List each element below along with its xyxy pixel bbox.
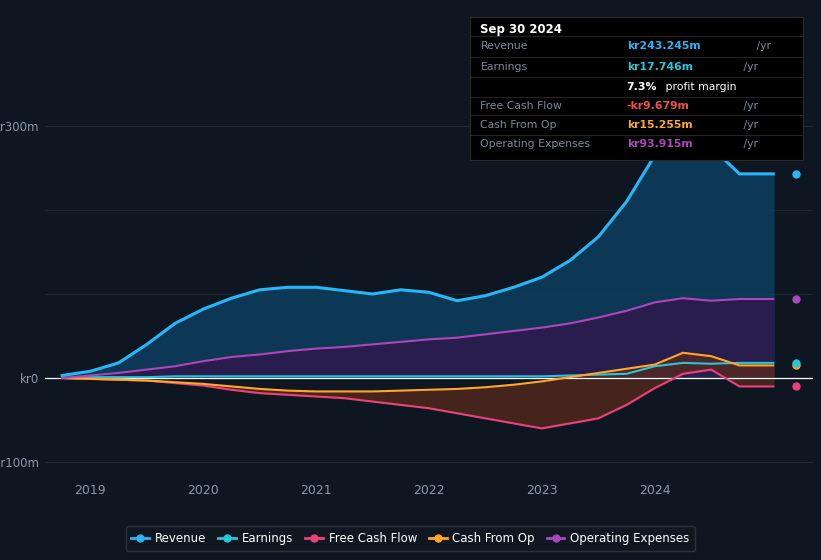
Text: /yr: /yr <box>741 139 759 150</box>
Text: Earnings: Earnings <box>480 62 528 72</box>
Text: /yr: /yr <box>753 41 771 52</box>
Text: Sep 30 2024: Sep 30 2024 <box>480 22 562 35</box>
Text: kr15.255m: kr15.255m <box>626 120 692 130</box>
Text: profit margin: profit margin <box>662 82 736 92</box>
Text: /yr: /yr <box>741 101 759 111</box>
Text: kr93.915m: kr93.915m <box>626 139 692 150</box>
Text: Revenue: Revenue <box>480 41 528 52</box>
Text: /yr: /yr <box>741 120 759 130</box>
Text: kr17.746m: kr17.746m <box>626 62 693 72</box>
Text: Free Cash Flow: Free Cash Flow <box>480 101 562 111</box>
Text: Operating Expenses: Operating Expenses <box>480 139 590 150</box>
Text: -kr9.679m: -kr9.679m <box>626 101 690 111</box>
Legend: Revenue, Earnings, Free Cash Flow, Cash From Op, Operating Expenses: Revenue, Earnings, Free Cash Flow, Cash … <box>126 526 695 551</box>
Text: Cash From Op: Cash From Op <box>480 120 557 130</box>
Text: kr243.245m: kr243.245m <box>626 41 700 52</box>
Text: /yr: /yr <box>741 62 759 72</box>
Text: 7.3%: 7.3% <box>626 82 657 92</box>
